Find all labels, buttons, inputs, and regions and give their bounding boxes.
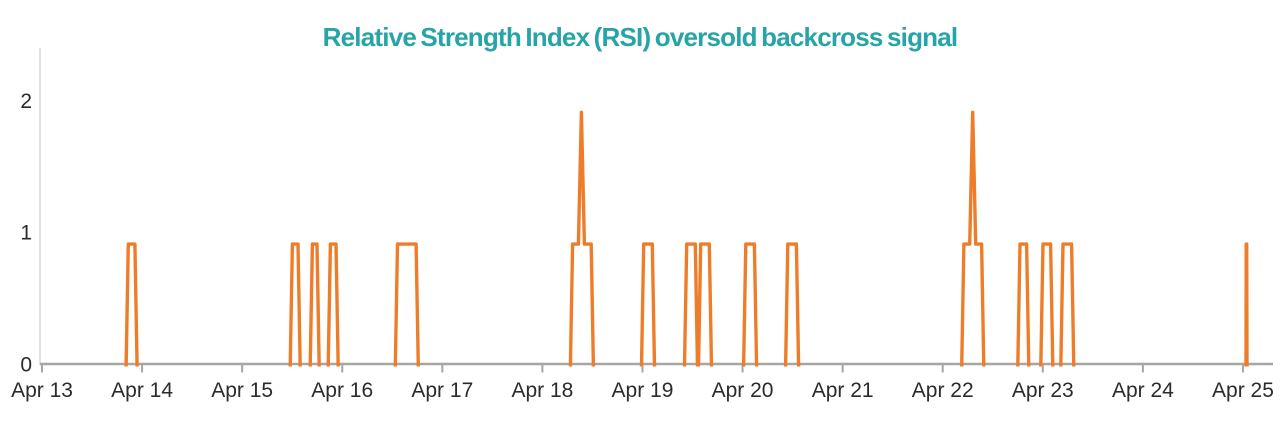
y-tick-label: 1 <box>20 222 32 245</box>
signal-pulse <box>783 242 801 367</box>
signal-pulse <box>741 242 759 367</box>
signal-pulse <box>288 242 302 367</box>
x-tick-label: Apr 21 <box>812 379 874 402</box>
signal-pulse <box>568 110 596 367</box>
signal-pulse <box>682 242 700 367</box>
signal-pulse <box>1039 242 1055 367</box>
x-tick-label: Apr 16 <box>311 379 373 402</box>
x-tick-label: Apr 19 <box>612 379 674 402</box>
x-tick-label: Apr 17 <box>411 379 473 402</box>
x-tick-label: Apr 20 <box>712 379 774 402</box>
signal-pulse <box>308 242 321 367</box>
x-tick-label: Apr 13 <box>11 379 73 402</box>
x-tick-label: Apr 23 <box>1012 379 1074 402</box>
y-tick-label: 0 <box>20 354 32 377</box>
signal-pulse <box>1244 242 1249 367</box>
signal-pulse <box>639 242 657 367</box>
x-tick-label: Apr 18 <box>511 379 573 402</box>
x-tick-label: Apr 14 <box>111 379 173 402</box>
x-tick-label: Apr 22 <box>912 379 974 402</box>
chart-title: Relative Strength Index (RSI) oversold b… <box>322 22 958 52</box>
signal-pulse <box>1016 242 1031 367</box>
signal-pulse <box>960 110 986 367</box>
signal-pulse <box>326 242 340 367</box>
signal-pulse <box>124 242 139 367</box>
signal-pulse <box>393 242 420 367</box>
x-tick-label: Apr 24 <box>1112 379 1174 402</box>
signal-pulse <box>1059 242 1076 367</box>
x-tick-label: Apr 15 <box>211 379 273 402</box>
y-tick-label: 2 <box>20 90 32 113</box>
x-tick-label: Apr 25 <box>1212 379 1274 402</box>
signal-pulse <box>696 242 714 367</box>
